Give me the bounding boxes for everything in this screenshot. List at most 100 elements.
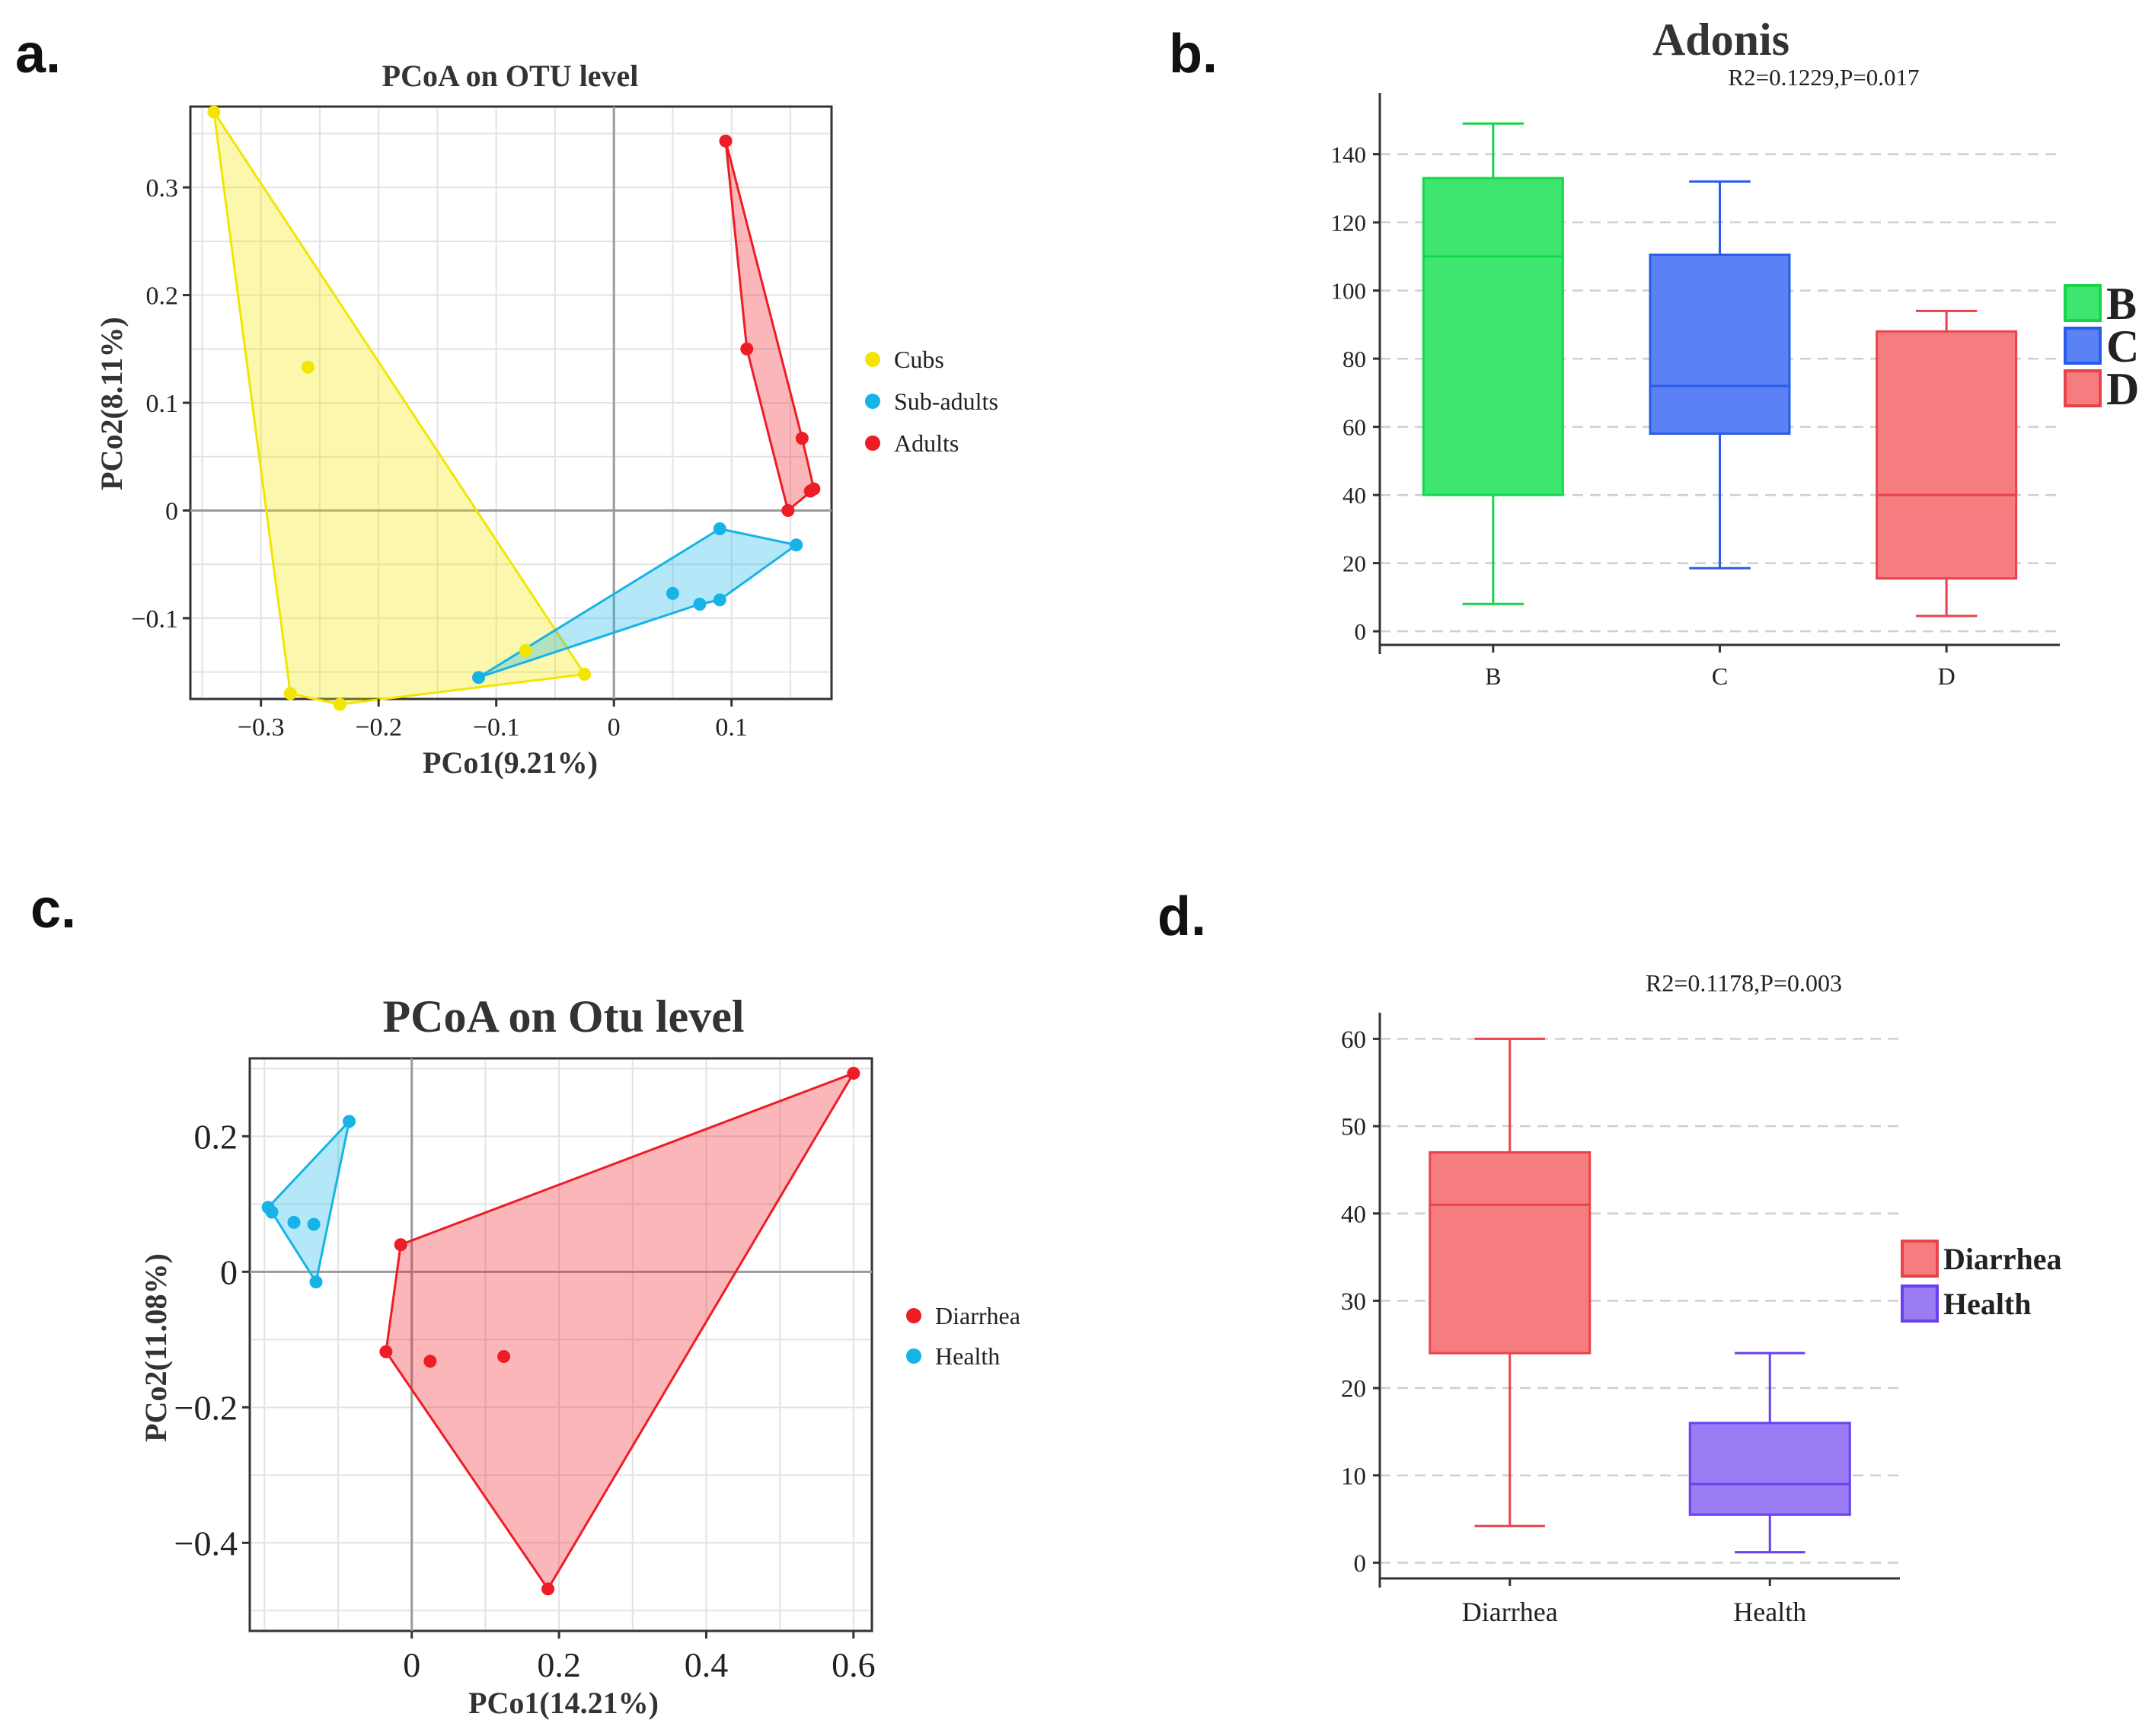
- data-point-sub-adults: [693, 598, 707, 611]
- y-tick-label: 40: [1341, 1201, 1366, 1228]
- legend-swatch-b: [2064, 284, 2102, 322]
- y-axis-label: PCo2(8.11%): [94, 317, 129, 490]
- panel-a: a. PCoA on OTU level −0.3 −0.2 −0.1 0 0.1 −0…: [15, 24, 998, 780]
- data-point-cubs: [578, 667, 592, 681]
- x-tick-label: −0.1: [473, 713, 520, 742]
- x-tick-label: Diarrhea: [1462, 1597, 1558, 1627]
- x-tick-label: 0.1: [715, 713, 748, 742]
- y-tick-label: 100: [1331, 277, 1367, 304]
- y-axis-ticks: 0 20 40 60 80 100 120 140: [1331, 141, 1380, 645]
- data-point-health: [265, 1205, 279, 1219]
- x-tick-label: 0.2: [537, 1645, 581, 1684]
- panel-a-label: a.: [15, 24, 61, 85]
- data-point-cubs: [519, 643, 532, 657]
- data-point-sub-adults: [790, 538, 803, 552]
- legend-swatch-d: [2064, 369, 2102, 407]
- data-point-adults: [807, 482, 821, 496]
- legend-marker-cubs: [865, 352, 880, 367]
- y-tick-label: 40: [1342, 482, 1366, 509]
- x-axis-ticks: Diarrhea Health: [1462, 1578, 1806, 1627]
- legend-swatch-health: [1901, 1284, 1939, 1323]
- y-tick-label: 60: [1341, 1026, 1366, 1054]
- x-tick-label: 0: [608, 713, 621, 742]
- y-tick-label: 0: [1354, 1550, 1367, 1578]
- y-tick-label: 0.2: [146, 282, 179, 310]
- data-point-cubs: [283, 687, 297, 700]
- box-health: [1688, 1422, 1851, 1516]
- data-point-adults: [795, 432, 809, 445]
- boxes: [1422, 122, 2018, 617]
- x-axis-ticks: 0 0.2 0.4 0.6: [403, 1631, 876, 1684]
- y-tick-label: 140: [1331, 141, 1367, 168]
- legend-label: Diarrhea: [935, 1302, 1020, 1329]
- data-points: [207, 105, 821, 711]
- x-tick-label: 0.4: [685, 1645, 729, 1684]
- y-tick-label: 60: [1342, 413, 1366, 440]
- x-axis-label: PCo1(14.21%): [468, 1686, 659, 1720]
- legend-label: Diarrhea: [1943, 1242, 2062, 1276]
- y-tick-label: 120: [1331, 209, 1367, 236]
- stat-text: R2=0.1178,P=0.003: [1646, 969, 1842, 997]
- y-axis-ticks: 0 10 20 30 40 50 60: [1341, 1026, 1380, 1578]
- legend-marker-sub-adults: [865, 394, 880, 409]
- x-axis-ticks: −0.3 −0.2 −0.1 0 0.1: [238, 699, 748, 742]
- legend-label: Cubs: [894, 346, 944, 373]
- stat-text: R2=0.1229,P=0.017: [1728, 64, 1919, 91]
- x-tick-label: C: [1712, 662, 1728, 690]
- y-tick-label: 0.2: [194, 1117, 238, 1156]
- data-point-sub-adults: [713, 522, 726, 536]
- data-point-adults: [740, 342, 754, 356]
- panel-b: b. Adonis R2=0.1229,P=0.017 0 20 40 60 80 100…: [1169, 14, 2139, 690]
- data-point-cubs: [301, 360, 314, 374]
- data-point-health: [307, 1217, 321, 1231]
- plot-area: [248, 1057, 873, 1632]
- chart-title: PCoA on Otu level: [383, 991, 745, 1042]
- y-axis-ticks: −0.4 −0.2 0 0.2: [174, 1117, 250, 1562]
- legend-label: Health: [935, 1342, 1000, 1370]
- x-tick-label: 0: [403, 1645, 420, 1684]
- data-point-cubs: [333, 697, 346, 711]
- hull-sub-adults: [477, 528, 798, 679]
- legend-label: B: [2106, 279, 2137, 329]
- y-tick-label: −0.2: [174, 1388, 238, 1427]
- panel-d: d. R2=0.1178,P=0.003 0 10 20 30 40 50 60 Diarr…: [1157, 886, 2062, 1627]
- hull-polygons: [212, 110, 816, 706]
- data-point-sub-adults: [713, 593, 726, 607]
- boxes: [1429, 1037, 1851, 1554]
- y-tick-label: 0.3: [146, 174, 179, 203]
- y-tick-label: 30: [1341, 1288, 1366, 1316]
- x-axis-ticks: B C D: [1485, 645, 1955, 690]
- data-points: [261, 1067, 860, 1596]
- x-tick-label: D: [1938, 662, 1955, 690]
- legend: Diarrhea Health: [906, 1302, 1020, 1370]
- legend-swatch-diarrhea: [1901, 1240, 1939, 1278]
- y-tick-label: −0.4: [174, 1524, 238, 1562]
- box-diarrhea: [1429, 1150, 1592, 1355]
- x-tick-label: Health: [1733, 1597, 1806, 1627]
- x-tick-label: B: [1485, 662, 1501, 690]
- data-point-adults: [781, 503, 795, 517]
- panel-c-label: c.: [30, 879, 76, 940]
- legend-label: D: [2106, 364, 2139, 414]
- legend-marker-diarrhea: [906, 1308, 921, 1323]
- chart-title: PCoA on OTU level: [382, 59, 639, 93]
- panel-d-label: d.: [1157, 886, 1206, 947]
- zero-lines: [190, 107, 832, 699]
- legend-marker-adults: [865, 436, 880, 451]
- y-axis-ticks: −0.1 0 0.1 0.2 0.3: [131, 174, 190, 633]
- y-tick-label: 0.1: [146, 390, 179, 418]
- legend-label: Sub-adults: [894, 388, 998, 415]
- zero-lines: [250, 1058, 872, 1631]
- data-point-diarrhea: [394, 1238, 407, 1252]
- data-point-diarrhea: [541, 1582, 555, 1596]
- legend-swatch-c: [2064, 327, 2102, 365]
- x-tick-label: −0.2: [355, 713, 402, 742]
- legend-label: Adults: [894, 429, 959, 457]
- y-axis-label: PCo2(11.08%): [139, 1253, 173, 1442]
- box-b: [1422, 177, 1564, 496]
- data-point-sub-adults: [472, 671, 486, 685]
- box-d: [1876, 330, 2018, 580]
- y-tick-label: 0: [1355, 618, 1367, 645]
- legend-label: Health: [1943, 1287, 2032, 1321]
